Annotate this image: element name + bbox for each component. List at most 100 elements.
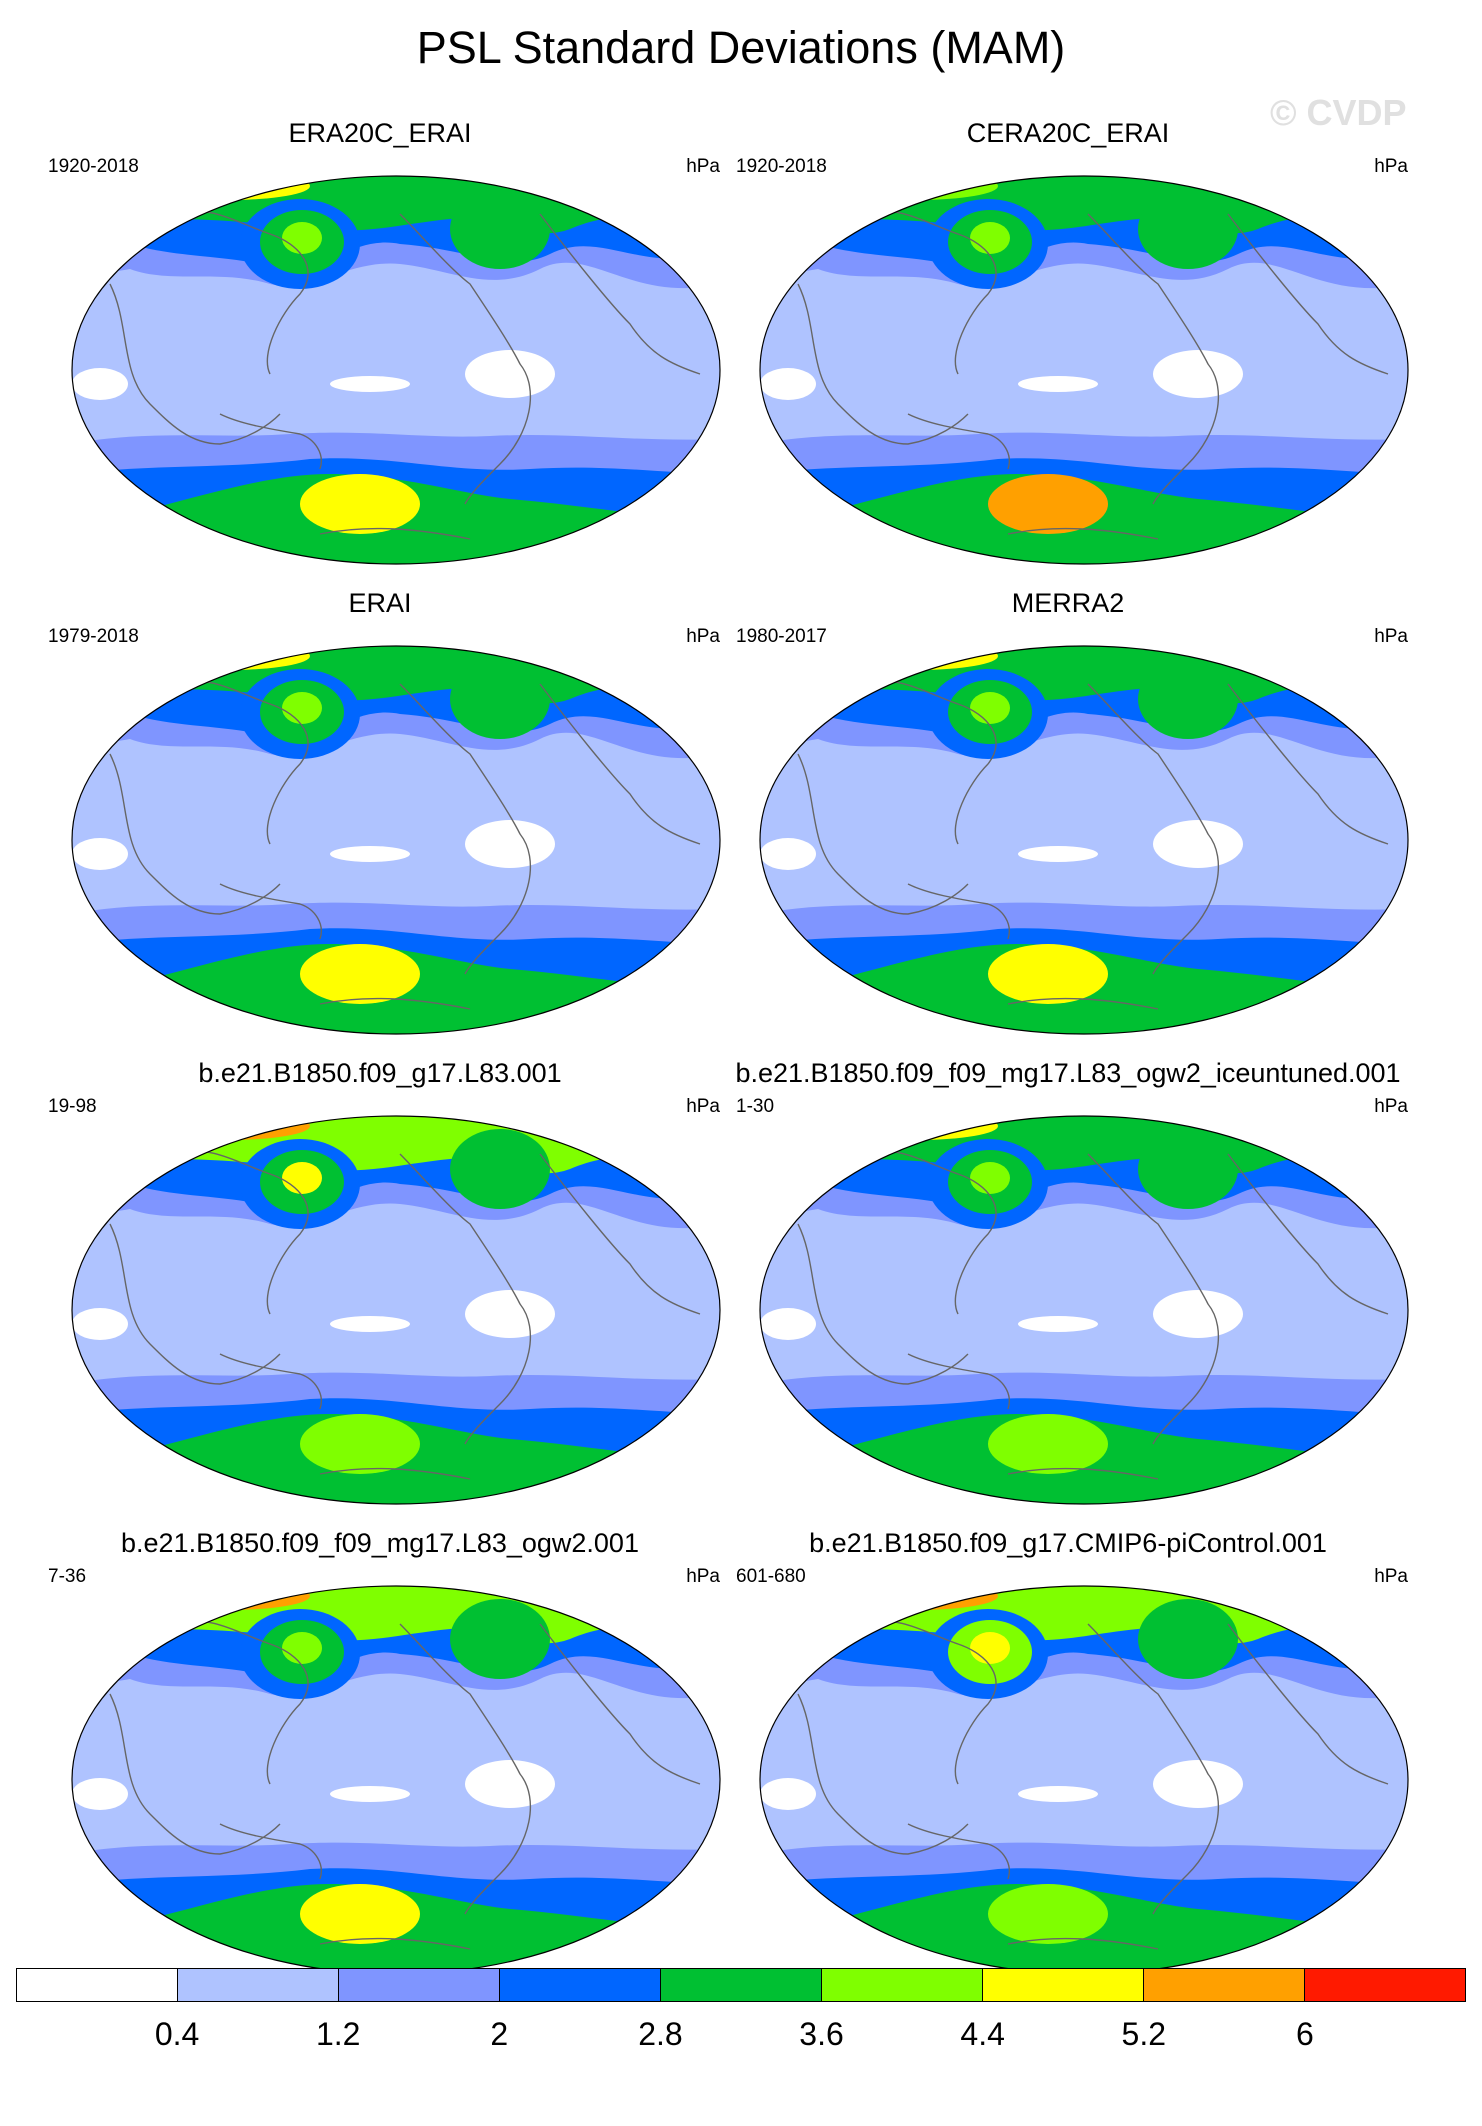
indian-ocean-min: [72, 1308, 128, 1340]
coastline: [1227, 1623, 1389, 1785]
colorbar-tick-label: 4.4: [960, 2016, 1005, 2052]
panel-title: b.e21.B1850.f09_f09_mg17.L83_ogw2.001: [121, 1528, 639, 1558]
panel-years: 19-98: [48, 1096, 97, 1117]
north-pacific-max: [970, 222, 1010, 254]
arctic-peak: [868, 176, 968, 188]
coastline: [179, 680, 309, 845]
map-panel: MERRA2 1980-2017 hPa: [728, 588, 1409, 1038]
south-america-min: [1153, 1760, 1243, 1808]
coastline: [1087, 213, 1220, 505]
indian-ocean-min: [72, 368, 128, 400]
coastline: [1227, 1153, 1389, 1315]
colorbar-swatch: [661, 1969, 822, 2001]
panel-units: hPa: [686, 626, 720, 647]
cvdp-watermark: © CVDP: [1270, 92, 1407, 133]
south-america-min: [1153, 350, 1243, 398]
south-max: [300, 474, 420, 534]
indian-ocean-min: [72, 838, 128, 870]
arctic-peak: [868, 1116, 968, 1128]
north-atlantic-green: [450, 189, 550, 269]
coastline: [797, 753, 969, 915]
tropical-pacific-min: [1018, 1786, 1098, 1802]
colorbar-swatch: [822, 1969, 983, 2001]
arctic-band: [72, 176, 720, 234]
world-map: [759, 1115, 1409, 1505]
colorbar-tick-label: 3.6: [799, 2016, 844, 2052]
panel-units: hPa: [686, 1096, 720, 1117]
colorbar-tick-label: 1.2: [315, 2016, 361, 2052]
north-pacific-max: [282, 692, 322, 724]
contour-field: [72, 176, 720, 564]
coastline: [1007, 527, 1159, 540]
map-panel: CERA20C_ERAI 1920-2018 hPa: [728, 118, 1409, 568]
south-america-min: [465, 1760, 555, 1808]
south-america-min: [1153, 820, 1243, 868]
figure-title: PSL Standard Deviations (MAM): [416, 22, 1066, 73]
coastline: [867, 680, 997, 845]
arctic-band: [760, 176, 1408, 234]
north-atlantic-green: [1138, 1599, 1238, 1679]
south-max: [300, 1414, 420, 1474]
coastline: [797, 1693, 969, 1855]
world-map: [759, 175, 1409, 565]
map-panel: ERAI 1979-2018 hPa: [40, 588, 721, 1038]
north-atlantic-green: [1138, 1129, 1238, 1209]
panel-units: hPa: [1374, 626, 1408, 647]
north-pacific-max: [282, 222, 322, 254]
colorbar-tick-label: 6: [1295, 2016, 1314, 2052]
colorbar-swatch: [1305, 1969, 1465, 2001]
panel-title: CERA20C_ERAI: [966, 118, 1170, 148]
indian-ocean-min: [72, 1778, 128, 1810]
coastline: [797, 283, 969, 445]
world-map: [71, 175, 721, 565]
coastline: [907, 1353, 1010, 1410]
arctic-peak: [180, 1116, 280, 1128]
south-max: [988, 1414, 1108, 1474]
coastline: [867, 1620, 997, 1785]
coastline: [179, 210, 309, 375]
coastline: [179, 1620, 309, 1785]
south-max: [988, 474, 1108, 534]
coastline: [1227, 683, 1389, 845]
colorbar-swatch: [1144, 1969, 1305, 2001]
arctic-band: [72, 1586, 720, 1644]
coastline: [1227, 213, 1389, 375]
arctic-peak: [180, 646, 280, 658]
panel-units: hPa: [1374, 1096, 1408, 1117]
coastline: [399, 1623, 532, 1915]
world-map: [71, 645, 721, 1035]
coastline: [907, 413, 1010, 470]
map-panel: b.e21.B1850.f09_f09_mg17.L83_ogw2.001 7-3…: [40, 1528, 721, 1978]
arctic-peak: [180, 176, 280, 188]
north-atlantic-green: [450, 659, 550, 739]
map-border: [759, 1115, 1409, 1505]
south-max: [988, 1884, 1108, 1944]
panel-years: 7-36: [48, 1566, 87, 1587]
tropical-pacific-min: [330, 1316, 410, 1332]
panel-years: 601-680: [736, 1566, 806, 1587]
coastline: [319, 1937, 471, 1950]
coastline: [319, 1467, 471, 1480]
south-america-min: [1153, 1290, 1243, 1338]
colorbar-tick-label: 2.8: [638, 2016, 683, 2052]
coastline: [219, 413, 322, 470]
north-atlantic-green: [450, 1599, 550, 1679]
coastline: [539, 1153, 701, 1315]
arctic-peak: [868, 646, 968, 658]
map-border: [71, 645, 721, 1035]
arctic-band: [72, 1116, 720, 1174]
panel-title: ERA20C_ERAI: [288, 118, 472, 148]
panel-years: 1920-2018: [48, 156, 139, 177]
arctic-band: [760, 646, 1408, 704]
panel-years: 1979-2018: [48, 626, 139, 647]
colorbar-tick-label: 5.2: [1121, 2016, 1167, 2052]
coastline: [399, 683, 532, 975]
south-america-min: [465, 350, 555, 398]
arctic-band: [760, 1586, 1408, 1644]
panel-years: 1920-2018: [736, 156, 827, 177]
indian-ocean-min: [760, 1778, 816, 1810]
world-map: [71, 1585, 721, 1975]
coastline: [539, 1623, 701, 1785]
indian-ocean-min: [760, 1308, 816, 1340]
arctic-band: [760, 1116, 1408, 1174]
